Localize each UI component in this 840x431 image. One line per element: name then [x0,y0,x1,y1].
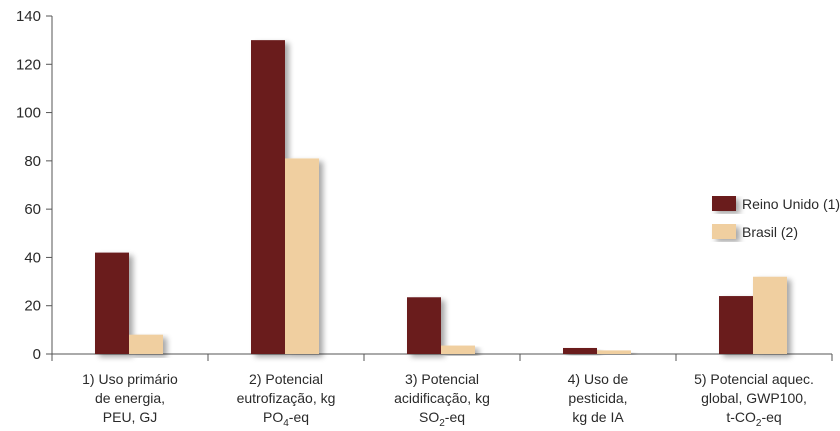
x-category-label: t-CO2-eq [726,409,781,429]
legend-swatch [712,196,736,211]
x-category-label: 2) Potencial [249,371,323,387]
x-category-label: pesticida, [568,390,627,406]
bar-brasil [753,276,787,354]
y-tick-label: 100 [16,105,41,122]
x-category-label: eutrofização, kg [237,390,336,406]
bar-brasil [597,350,631,354]
bar-reino-unido [95,252,129,354]
bar-reino-unido [719,296,753,354]
legend-label: Reino Unido (1) [742,196,840,212]
legend-swatch [712,224,736,239]
y-tick-label: 60 [24,201,41,218]
x-category-label: PO4-eq [263,409,309,429]
bars [95,40,787,355]
y-tick-label: 40 [24,249,41,266]
y-tick-label: 80 [24,153,41,170]
x-category-label: global, GWP100, [701,390,807,406]
x-category-label: de energia, [95,390,165,406]
x-category-label: 1) Uso primário [82,371,178,387]
bar-reino-unido [251,40,285,355]
x-category-label: 5) Potencial aquec. [694,371,814,387]
y-tick-label: 0 [33,346,41,363]
y-tick-label: 20 [24,298,41,315]
legend: Reino Unido (1) Brasil (2) [712,196,840,240]
x-category-label: acidificação, kg [394,390,490,406]
y-tick-label: 140 [16,8,41,25]
x-category-label: kg de IA [572,409,624,425]
bar-brasil [285,158,319,354]
bar-brasil [129,334,163,354]
y-tick-label: 120 [16,56,41,73]
x-category-label: PEU, GJ [103,409,157,425]
bar-brasil [441,345,475,354]
x-category-label: SO2-eq [419,409,465,429]
x-axis: 1) Uso primário de energia, PEU, GJ 2) Pote… [51,353,833,429]
legend-label: Brasil (2) [742,224,798,240]
x-category-label: 4) Uso de [568,371,629,387]
y-axis: 0 20 40 60 80 100 120 140 [16,8,53,363]
bar-reino-unido [563,347,597,354]
bar-reino-unido [407,297,441,354]
x-category-label: 3) Potencial [405,371,479,387]
